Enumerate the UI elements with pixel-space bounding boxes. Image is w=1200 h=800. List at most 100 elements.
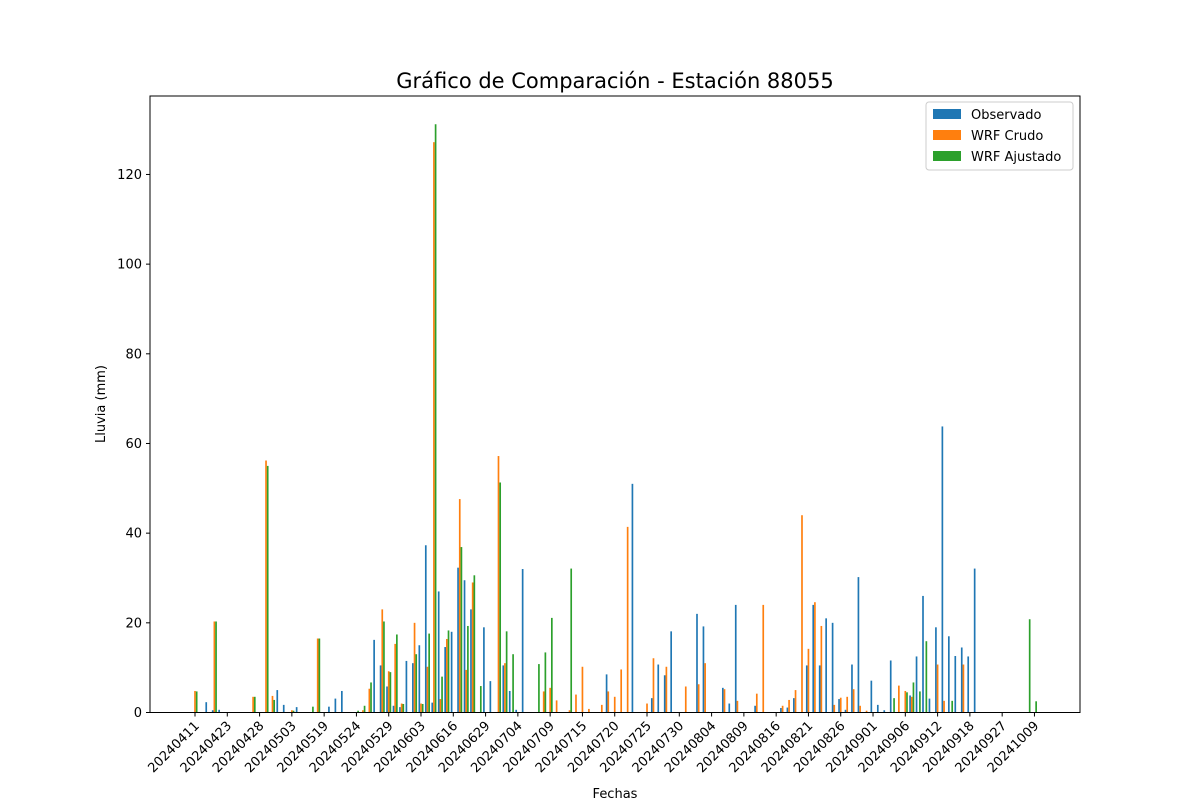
- bar-observado-21: [328, 706, 330, 713]
- bar-observado-48: [502, 665, 505, 713]
- bar-observado-111: [909, 695, 911, 713]
- bar-wrf-crudo-71: [652, 658, 655, 713]
- bar-observado-30: [386, 686, 388, 713]
- bar-wrf-crudo-11: [265, 460, 267, 713]
- bar-wrf-ajustado-43: [473, 575, 476, 713]
- bar-observado-102: [851, 664, 853, 713]
- bar-wrf-ajustado-54: [544, 652, 547, 713]
- bar-wrf-crudo-61: [588, 708, 590, 713]
- y-tick-label: 100: [117, 258, 142, 273]
- bar-wrf-crudo-59: [575, 694, 577, 713]
- bar-wrf-ajustado-27: [370, 682, 372, 713]
- bar-observado-96: [812, 604, 815, 713]
- bar-observado-36: [424, 545, 427, 713]
- bar-wrf-ajustado-48: [505, 631, 508, 713]
- bar-wrf-crudo-12: [271, 695, 274, 713]
- bar-wrf-ajustado-130: [1035, 701, 1037, 713]
- bar-observado-23: [341, 690, 343, 713]
- bar-observado-51: [521, 569, 524, 713]
- bar-wrf-crudo-78: [697, 684, 700, 713]
- bar-wrf-ajustado-37: [434, 124, 437, 713]
- bar-wrf-crudo-96: [814, 602, 816, 713]
- bar-observado-33: [405, 660, 408, 713]
- bar-wrf-ajustado-31: [396, 634, 398, 713]
- y-axis: 0 20 40 60 80 100 120: [117, 168, 150, 721]
- bar-wrf-ajustado-41: [460, 547, 463, 713]
- bar-observado-34: [412, 663, 414, 713]
- bar-wrf-ajustado-113: [925, 641, 928, 713]
- bar-wrf-crudo-94: [801, 515, 803, 713]
- bar-observado-119: [960, 647, 963, 713]
- bar-wrf-crudo-27: [368, 688, 371, 713]
- bar-observado-28: [373, 639, 375, 713]
- bar-observado-98: [825, 618, 827, 713]
- bar-observado-38: [437, 591, 440, 713]
- bar-wrf-crudo-56: [555, 700, 558, 713]
- bar-wrf-crudo-100: [839, 697, 842, 713]
- legend-swatch: [933, 151, 961, 161]
- bar-wrf-ajustado-49: [512, 654, 514, 713]
- bar-wrf-crudo-92: [788, 699, 790, 713]
- bar-observado-82: [721, 687, 724, 713]
- bar-wrf-crudo-70: [646, 703, 648, 713]
- bar-wrf-crudo-9: [252, 696, 254, 713]
- y-tick-label: 40: [125, 527, 142, 542]
- bar-observado-73: [663, 675, 666, 713]
- bar-observado-71: [650, 698, 653, 713]
- bar-wrf-ajustado-47: [499, 482, 502, 713]
- bar-wrf-crudo-39: [445, 638, 448, 713]
- bar-wrf-crudo-41: [458, 499, 461, 713]
- bar-observado-99: [831, 622, 834, 713]
- bar-wrf-crudo-97: [820, 625, 823, 713]
- bar-wrf-crudo-73: [665, 666, 668, 713]
- bar-wrf-crudo-84: [736, 700, 739, 713]
- bar-observado-46: [489, 681, 492, 713]
- bar-observado-35: [418, 645, 421, 713]
- bar-wrf-crudo-111: [910, 696, 913, 713]
- bar-wrf-crudo-65: [613, 696, 616, 713]
- bar-wrf-ajustado-42: [467, 625, 469, 713]
- y-tick-label: 0: [134, 706, 142, 721]
- bar-wrf-crudo-76: [684, 686, 687, 713]
- bar-wrf-crudo-109: [898, 685, 900, 713]
- bar-observado-29: [379, 665, 382, 713]
- bar-wrf-ajustado-36: [428, 633, 430, 713]
- bar-wrf-ajustado-53: [538, 664, 540, 713]
- bar-wrf-crudo-110: [904, 690, 907, 713]
- bar-observado-84: [734, 604, 737, 713]
- bar-observado-106: [876, 704, 879, 713]
- bar-observado-121: [973, 568, 976, 713]
- bar-observado-103: [857, 577, 860, 713]
- bar-wrf-crudo-115: [936, 664, 939, 713]
- bar-observado-74: [670, 631, 673, 713]
- bar-wrf-crudo-101: [846, 696, 849, 713]
- bar-wrf-ajustado-38: [441, 676, 443, 713]
- bar-observado-113: [922, 595, 924, 713]
- bar-wrf-ajustado-108: [893, 698, 895, 713]
- bar-observado-4: [218, 709, 220, 713]
- bar-observado-91: [780, 708, 782, 713]
- bar-wrf-ajustado-58: [570, 568, 573, 713]
- bar-wrf-crudo-26: [362, 710, 364, 713]
- bar-wrf-ajustado-110: [906, 692, 908, 713]
- bar-wrf-ajustado-34: [415, 654, 418, 713]
- bar-observado-37: [431, 702, 434, 713]
- bar-wrf-crudo-58: [568, 710, 571, 713]
- bar-wrf-ajustado-55: [550, 617, 553, 713]
- bar-wrf-crudo-119: [962, 664, 965, 713]
- bar-wrf-ajustado-3: [215, 621, 217, 713]
- bars-layer: [194, 124, 1037, 713]
- y-axis-label: Lluvia (mm): [94, 365, 109, 443]
- bar-observado-49: [508, 690, 511, 713]
- bar-wrf-crudo-3: [213, 621, 216, 713]
- bar-wrf-crudo-103: [859, 705, 861, 713]
- bar-observado-95: [805, 665, 808, 713]
- bar-observado-32: [399, 707, 401, 713]
- legend: Observado WRF Crudo WRF Ajustado: [925, 101, 1074, 171]
- bar-wrf-ajustado-32: [402, 703, 405, 713]
- bar-observado-79: [702, 626, 705, 713]
- bar-wrf-crudo-102: [852, 689, 855, 713]
- bar-wrf-crudo-66: [620, 669, 623, 713]
- y-tick-label: 120: [117, 168, 142, 183]
- bar-wrf-ajustado-15: [292, 710, 295, 713]
